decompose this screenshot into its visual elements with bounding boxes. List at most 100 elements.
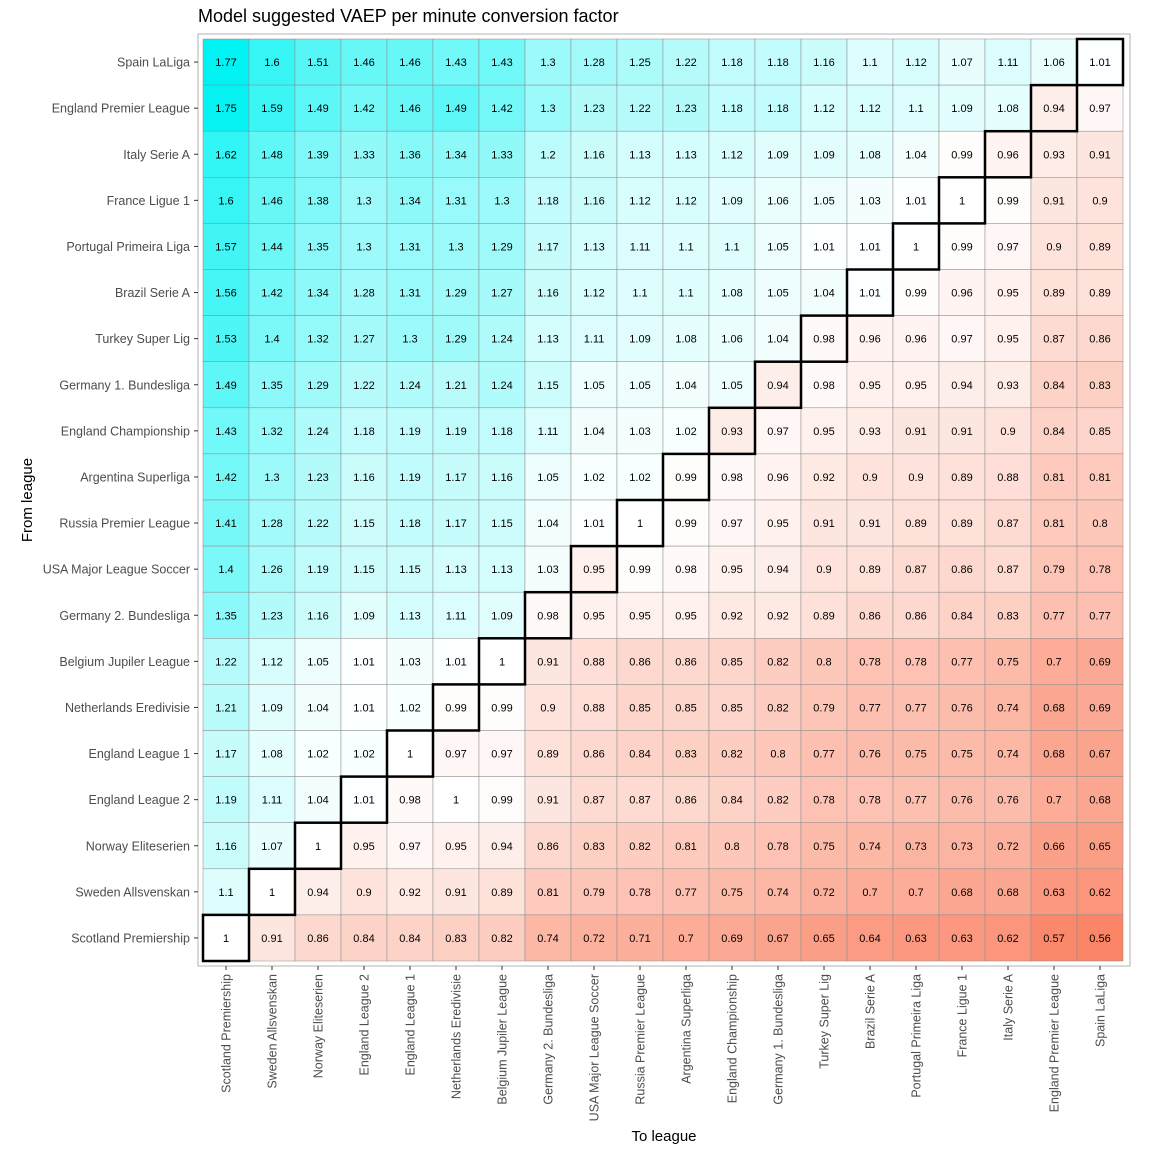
heatmap-cell <box>708 84 756 132</box>
panel-border <box>197 33 1131 967</box>
cell-value-label: 0.84 <box>721 795 742 807</box>
cell-value-label: 1 <box>913 241 919 253</box>
cell-value-label: 0.77 <box>675 887 696 899</box>
x-tick-label: Belgium Jupiler League <box>496 974 510 1105</box>
x-tick-label: USA Major League Soccer <box>588 974 602 1121</box>
heatmap-cell <box>570 499 618 547</box>
heatmap-cell <box>340 269 388 316</box>
cell-value-label: 0.94 <box>767 380 788 392</box>
cell-value-label: 0.91 <box>445 887 466 899</box>
heatmap-cell <box>386 776 434 823</box>
cell-value-label: 1.17 <box>445 472 466 484</box>
heatmap-cell <box>708 545 756 593</box>
cell-value-label: 0.8 <box>724 841 739 853</box>
heatmap-cell <box>340 499 388 547</box>
heatmap-cell <box>938 269 986 316</box>
heatmap-cell <box>708 499 756 547</box>
heatmap-cell <box>616 730 664 777</box>
cell-value-label: 1.05 <box>583 380 604 392</box>
heatmap-cell <box>386 868 434 916</box>
heatmap-cell <box>570 223 618 270</box>
cell-value-label: 1.18 <box>721 57 742 69</box>
x-tick-label: England Premier League <box>1048 974 1062 1112</box>
cell-value-label: 1.43 <box>215 426 236 438</box>
heatmap-cell <box>294 361 342 409</box>
heatmap-cell <box>708 684 756 731</box>
cell-value-label: 0.85 <box>721 656 742 668</box>
cell-value-label: 0.74 <box>997 749 1018 761</box>
heatmap-cell <box>340 638 388 685</box>
heatmap-cell <box>892 453 940 501</box>
heatmap-cell <box>524 822 572 870</box>
cell-value-label: 1 <box>315 841 321 853</box>
cell-value-label: 1.08 <box>261 749 282 761</box>
cell-value-label: 0.78 <box>859 795 880 807</box>
heatmap-cell <box>892 177 940 224</box>
cell-value-label: 1.44 <box>261 241 282 253</box>
heatmap-cell <box>570 914 618 962</box>
cell-value-label: 0.85 <box>721 702 742 714</box>
heatmap-cell <box>340 914 388 962</box>
cell-value-label: 0.99 <box>445 702 466 714</box>
cell-value-label: 0.94 <box>767 564 788 576</box>
cell-value-label: 1.21 <box>215 702 236 714</box>
cell-value-label: 0.78 <box>905 656 926 668</box>
cell-value-label: 0.96 <box>951 288 972 300</box>
cell-value-label: 0.78 <box>767 841 788 853</box>
cell-value-label: 1 <box>499 656 505 668</box>
cell-value-label: 1.15 <box>491 518 512 530</box>
cell-value-label: 1.28 <box>583 57 604 69</box>
heatmap-cell <box>754 868 802 916</box>
cell-value-label: 0.69 <box>721 933 742 945</box>
heatmap-cell <box>708 822 756 870</box>
cell-value-label: 0.9 <box>1092 195 1107 207</box>
cell-value-label: 1.46 <box>399 57 420 69</box>
heatmap-cell <box>294 407 342 455</box>
cell-value-label: 1.3 <box>356 241 371 253</box>
cell-value-label: 0.75 <box>721 887 742 899</box>
heatmap-cell <box>294 177 342 224</box>
heatmap-cell <box>892 315 940 362</box>
heatmap-cell <box>1030 269 1078 316</box>
heatmap-cell <box>616 499 664 547</box>
cell-value-label: 1.13 <box>537 334 558 346</box>
cell-value-label: 1.06 <box>721 334 742 346</box>
heatmap-cell <box>892 914 940 962</box>
cell-value-label: 1.12 <box>629 195 650 207</box>
diagonal-highlight-box <box>753 360 803 410</box>
cell-value-label: 1.48 <box>261 149 282 161</box>
cell-value-label: 0.99 <box>905 288 926 300</box>
heatmap-cell <box>662 545 710 593</box>
cell-value-label: 0.74 <box>537 933 558 945</box>
heatmap-cell <box>386 730 434 777</box>
cell-value-label: 0.87 <box>583 795 604 807</box>
cell-value-label: 1.4 <box>264 334 279 346</box>
heatmap-cell <box>202 407 250 455</box>
cell-value-label: 0.7 <box>1046 656 1061 668</box>
cell-value-label: 0.72 <box>813 887 834 899</box>
cell-value-label: 0.95 <box>813 426 834 438</box>
cell-value-label: 1 <box>269 887 275 899</box>
cell-value-label: 0.65 <box>1089 841 1110 853</box>
cell-value-label: 1.16 <box>583 149 604 161</box>
cell-value-label: 1.19 <box>399 472 420 484</box>
cell-value-label: 0.94 <box>1043 103 1064 115</box>
cell-value-label: 0.91 <box>813 518 834 530</box>
cell-value-label: 0.97 <box>767 426 788 438</box>
heatmap-cell <box>892 822 940 870</box>
cell-value-label: 0.87 <box>997 518 1018 530</box>
cell-value-label: 1.12 <box>721 149 742 161</box>
cell-value-label: 0.86 <box>859 610 880 622</box>
heatmap-cell <box>984 545 1032 593</box>
cell-value-label: 1.04 <box>905 149 926 161</box>
x-tick-label: France Ligue 1 <box>956 974 970 1057</box>
cell-value-label: 0.95 <box>721 564 742 576</box>
heatmap-cell <box>616 545 664 593</box>
cell-value-label: 0.73 <box>951 841 972 853</box>
heatmap-cell <box>386 361 434 409</box>
cell-value-label: 0.88 <box>583 656 604 668</box>
cell-value-label: 0.95 <box>997 288 1018 300</box>
cell-value-label: 0.87 <box>629 795 650 807</box>
cell-value-label: 1.16 <box>583 195 604 207</box>
cell-value-label: 1.15 <box>537 380 558 392</box>
